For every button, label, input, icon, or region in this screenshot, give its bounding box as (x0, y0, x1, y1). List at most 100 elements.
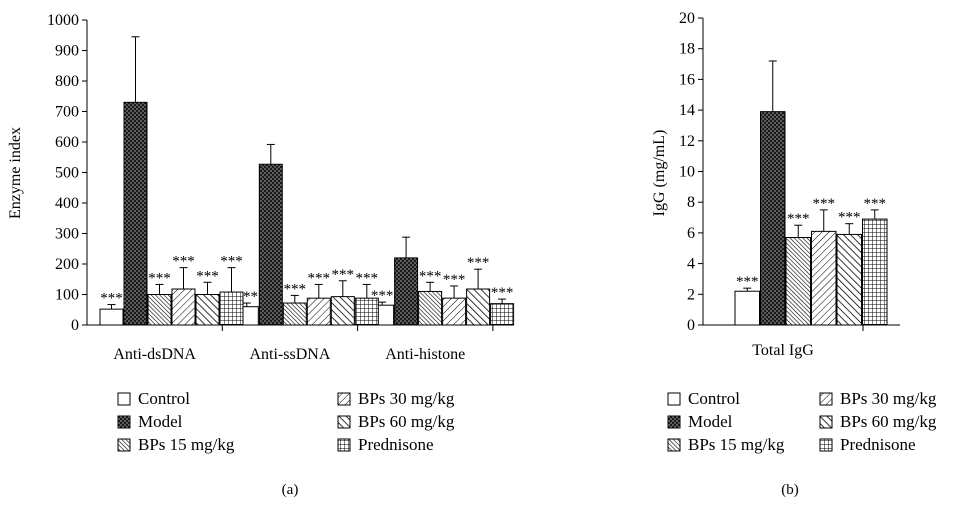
significance-mark: *** (864, 196, 887, 212)
significance-mark: *** (813, 196, 836, 212)
category-label: Total IgG (752, 342, 814, 359)
significance-mark: *** (838, 210, 861, 226)
bar (306, 297, 331, 326)
y-axis-label: Enzyme index (7, 127, 24, 219)
significance-mark: *** (419, 268, 442, 284)
y-tick-label: 400 (55, 195, 79, 212)
legend-item: Prednisone (337, 435, 434, 454)
significance-mark: *** (172, 254, 195, 270)
legend-item: BPs 60 mg/kg (337, 412, 455, 431)
legend-label: BPs 30 mg/kg (840, 389, 937, 408)
legend-swatch (117, 438, 131, 452)
legend-label: Control (688, 389, 740, 408)
y-tick-label: 500 (55, 165, 79, 182)
significance-mark: *** (284, 281, 307, 297)
legend-item: BPs 15 mg/kg (667, 435, 785, 454)
significance-mark: *** (148, 270, 171, 286)
legend-item: BPs 30 mg/kg (819, 389, 937, 408)
significance-mark: *** (787, 211, 810, 227)
bar (219, 291, 244, 326)
legend-item: Model (117, 412, 183, 431)
y-axis-label: IgG (mg/mL) (651, 130, 668, 217)
y-tick-label: 12 (679, 133, 695, 150)
chart-panel-b: 0 2 4 6 8 10 12 14 16 18 20 IgG (mg/mL) Total IgG ***… (651, 10, 937, 498)
legend-swatch (337, 438, 351, 452)
legend-label: Model (138, 412, 183, 431)
legend-swatch (667, 392, 681, 406)
legend-label: Model (688, 412, 733, 431)
legend-label: BPs 60 mg/kg (358, 412, 455, 431)
significance-mark: *** (491, 285, 514, 301)
bar (811, 230, 837, 326)
y-tick-label: 20 (679, 10, 695, 27)
bar (836, 233, 862, 326)
legend-item: BPs 30 mg/kg (337, 389, 455, 408)
significance-mark: *** (332, 267, 355, 283)
legend-item: BPs 15 mg/kg (117, 435, 235, 454)
legend-label: Prednisone (840, 435, 916, 454)
y-tick-label: 800 (55, 73, 79, 90)
bar (466, 288, 491, 326)
legend-swatch (819, 438, 833, 452)
bar (394, 257, 419, 326)
y-tick-label: 8 (687, 194, 695, 211)
legend-item: Control (117, 389, 190, 408)
legend-swatch (117, 415, 131, 429)
legend-swatch (667, 415, 681, 429)
legend-label: BPs 15 mg/kg (138, 435, 235, 454)
y-tick-label: 14 (679, 102, 695, 119)
y-tick-label: 4 (687, 256, 695, 273)
panel-label: (b) (781, 482, 799, 498)
significance-mark: *** (308, 270, 331, 286)
chart-panel-a: 0 100 200 300 400 500 600 700 800 900 1000 Enzyme i… (7, 12, 515, 498)
significance-mark: *** (220, 254, 243, 270)
y-tick-label: 200 (55, 256, 79, 273)
legend-label: Prednisone (358, 435, 434, 454)
category-label: Anti-ssDNA (250, 346, 331, 363)
legend-item: Control (667, 389, 740, 408)
legend-item: BPs 60 mg/kg (819, 412, 937, 431)
y-tick-label: 700 (55, 104, 79, 121)
bar (785, 237, 811, 326)
y-tick-label: 10 (679, 164, 695, 181)
bar (490, 303, 515, 326)
legend-swatch (819, 415, 833, 429)
legend-swatch (819, 392, 833, 406)
significance-mark: *** (443, 272, 466, 288)
legend-swatch (117, 392, 131, 406)
legend-swatch (667, 438, 681, 452)
bar (330, 296, 355, 326)
legend-label: BPs 60 mg/kg (840, 412, 937, 431)
bar (171, 288, 196, 326)
legend-item: Prednisone (819, 435, 916, 454)
y-tick-label: 16 (679, 71, 695, 88)
bar (354, 297, 379, 326)
legend-label: BPs 15 mg/kg (688, 435, 785, 454)
bar (282, 302, 307, 326)
significance-mark: *** (100, 291, 123, 307)
legend-label: BPs 30 mg/kg (358, 389, 455, 408)
y-tick-label: 600 (55, 134, 79, 151)
y-tick-label: 0 (71, 317, 79, 334)
bar (862, 218, 888, 326)
bar (258, 163, 283, 326)
legend-item: Model (667, 412, 733, 431)
legend-swatch (337, 392, 351, 406)
bar (123, 101, 148, 326)
y-tick-label: 6 (687, 225, 695, 242)
bar (442, 297, 467, 326)
legend-swatch (337, 415, 351, 429)
legend-label: Control (138, 389, 190, 408)
bar (99, 308, 124, 326)
panel-label: (a) (282, 482, 299, 498)
y-tick-label: 0 (687, 317, 695, 334)
y-tick-label: 900 (55, 43, 79, 60)
bar (734, 290, 760, 326)
bar (760, 111, 786, 326)
y-tick-label: 2 (687, 286, 695, 303)
category-label: Anti-histone (385, 346, 465, 363)
significance-mark: *** (467, 255, 490, 271)
bar (195, 294, 220, 326)
y-tick-label: 100 (55, 287, 79, 304)
